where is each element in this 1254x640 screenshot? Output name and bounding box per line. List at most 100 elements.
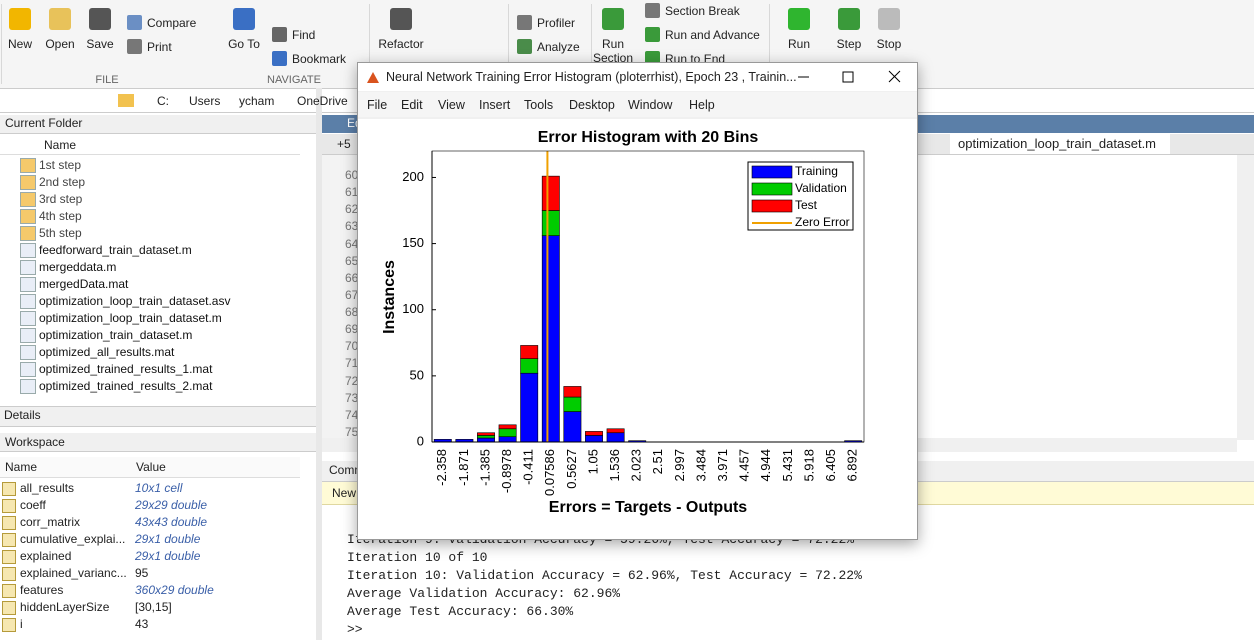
x-tick-label: 2.51 bbox=[650, 449, 665, 474]
folder-item[interactable]: optimized_all_results.mat bbox=[39, 345, 175, 359]
variable-name[interactable]: coeff bbox=[20, 498, 46, 512]
variable-value: 360x29 double bbox=[135, 583, 214, 597]
folder-item[interactable]: mergeddata.m bbox=[39, 260, 117, 274]
file-icon bbox=[20, 277, 36, 292]
panel-header bbox=[0, 115, 316, 134]
menu-item[interactable]: File bbox=[367, 98, 388, 112]
separator bbox=[508, 4, 509, 84]
bar-segment bbox=[606, 432, 625, 443]
folder-item[interactable]: 4th step bbox=[39, 209, 82, 223]
x-tick-label: -0.8978 bbox=[499, 449, 514, 493]
menu-item[interactable]: Help bbox=[689, 98, 715, 112]
address-segment[interactable]: Users bbox=[189, 94, 221, 108]
variable-name[interactable]: explained_varianc... bbox=[20, 566, 127, 580]
maximize[interactable] bbox=[842, 71, 854, 83]
menu-item[interactable]: Window bbox=[628, 98, 673, 112]
line-number: 63 bbox=[345, 219, 359, 234]
close[interactable] bbox=[888, 70, 901, 83]
line-number: 62 bbox=[345, 202, 359, 217]
variable-name[interactable]: explained bbox=[20, 549, 72, 563]
figure-window: Error Histogram with 20 Bins Errors = Tar… bbox=[357, 62, 918, 540]
menu-item[interactable]: Edit bbox=[401, 98, 423, 112]
menu-item[interactable]: Tools bbox=[524, 98, 554, 112]
tool-button[interactable]: Find bbox=[292, 28, 316, 42]
tool-button[interactable]: Step bbox=[836, 37, 862, 51]
bar-segment bbox=[585, 431, 603, 436]
tool-icon bbox=[127, 39, 142, 54]
variable-name[interactable]: all_results bbox=[20, 481, 75, 495]
tool-button[interactable]: Run and Advance bbox=[665, 28, 760, 42]
command-output: Average Test Accuracy: 66.30% bbox=[347, 604, 574, 619]
tool-button[interactable]: Compare bbox=[147, 16, 197, 30]
folder-item[interactable]: feedforward_train_dataset.m bbox=[39, 243, 192, 257]
window-controls[interactable] bbox=[788, 69, 908, 85]
tool-button[interactable]: Profiler bbox=[537, 16, 576, 30]
variable-name[interactable]: cumulative_explai... bbox=[20, 532, 126, 546]
x-tick-label: -0.411 bbox=[521, 449, 536, 485]
variable-value: 43 bbox=[135, 617, 149, 631]
menu-item[interactable]: View bbox=[438, 98, 465, 112]
tool-button[interactable]: Open bbox=[45, 37, 75, 51]
folder-item[interactable]: optimization_loop_train_dataset.asv bbox=[39, 294, 231, 308]
address-segment[interactable]: C: bbox=[157, 94, 169, 108]
variable-name[interactable]: hiddenLayerSize bbox=[20, 600, 110, 614]
tool-button[interactable]: Section Break bbox=[665, 4, 740, 18]
tool-button[interactable]: Analyze bbox=[537, 40, 580, 54]
file-icon bbox=[20, 362, 36, 377]
variable-value: 29x1 double bbox=[135, 532, 201, 546]
variable-name[interactable]: features bbox=[20, 583, 64, 597]
command-output: Iteration 10: Validation Accuracy = 62.9… bbox=[347, 568, 862, 583]
bar-segment bbox=[606, 428, 625, 434]
variable-name[interactable]: i bbox=[20, 617, 23, 631]
separator bbox=[369, 4, 370, 84]
folder-item[interactable]: 3rd step bbox=[39, 192, 83, 206]
x-tick-label: -1.871 bbox=[456, 449, 471, 486]
bar-segment bbox=[541, 235, 560, 443]
x-tick-label: 1.05 bbox=[585, 449, 600, 474]
menu-item[interactable]: Desktop bbox=[569, 98, 615, 112]
tool-button[interactable]: Go To bbox=[228, 37, 260, 51]
var-icon bbox=[2, 601, 16, 615]
editor-tab-label[interactable]: optimization_loop_train_dataset.m bbox=[958, 136, 1157, 151]
file-icon bbox=[20, 209, 36, 224]
tool-button[interactable]: Run Section bbox=[592, 37, 634, 65]
details-bar bbox=[0, 406, 316, 427]
line-number: 61 bbox=[345, 185, 359, 200]
command-output: Average Validation Accuracy: 62.96% bbox=[347, 586, 621, 601]
file-icon bbox=[20, 379, 36, 394]
line-number: 60 bbox=[345, 168, 359, 182]
tool-button[interactable]: Stop bbox=[876, 37, 902, 51]
folder-item[interactable]: mergedData.mat bbox=[39, 277, 129, 291]
address-segment[interactable]: OneDrive bbox=[297, 94, 348, 108]
legend-label: Zero Error bbox=[795, 215, 850, 229]
menu-item[interactable]: Insert bbox=[479, 98, 511, 112]
x-tick-label: 2.997 bbox=[672, 449, 687, 482]
tool-button[interactable]: Bookmark bbox=[292, 52, 347, 66]
tool-button[interactable]: Run bbox=[787, 37, 811, 51]
panel-title: Current Folder bbox=[5, 116, 83, 130]
bar-segment bbox=[541, 210, 560, 236]
folder-item[interactable]: 1st step bbox=[39, 158, 82, 172]
tool-button[interactable]: Save bbox=[86, 37, 114, 51]
folder-item[interactable]: 5th step bbox=[39, 226, 82, 240]
bar-segment bbox=[563, 396, 582, 412]
editor-tab[interactable] bbox=[950, 134, 1170, 154]
tool-button[interactable]: Refactor bbox=[378, 37, 424, 51]
var-icon bbox=[2, 618, 16, 632]
folder-item[interactable]: optimized_trained_results_1.mat bbox=[39, 362, 213, 376]
tool-button[interactable]: New bbox=[7, 37, 33, 51]
folder-item[interactable]: optimization_train_dataset.m bbox=[39, 328, 193, 342]
plot-border bbox=[431, 150, 865, 443]
legend-swatch bbox=[751, 199, 793, 213]
x-tick-label: 5.431 bbox=[780, 449, 795, 482]
address-segment[interactable]: ycham bbox=[239, 94, 275, 108]
variable-name[interactable]: corr_matrix bbox=[20, 515, 81, 529]
bar-segment bbox=[541, 175, 560, 211]
y-tick-label: 50 bbox=[410, 367, 424, 382]
folder-item[interactable]: 2nd step bbox=[39, 175, 86, 189]
command-prompt[interactable]: >> bbox=[347, 622, 363, 637]
tool-button[interactable]: Print bbox=[147, 40, 172, 54]
folder-item[interactable]: optimized_trained_results_2.mat bbox=[39, 379, 213, 393]
folder-item[interactable]: optimization_loop_train_dataset.m bbox=[39, 311, 222, 325]
bar-segment bbox=[498, 436, 517, 443]
